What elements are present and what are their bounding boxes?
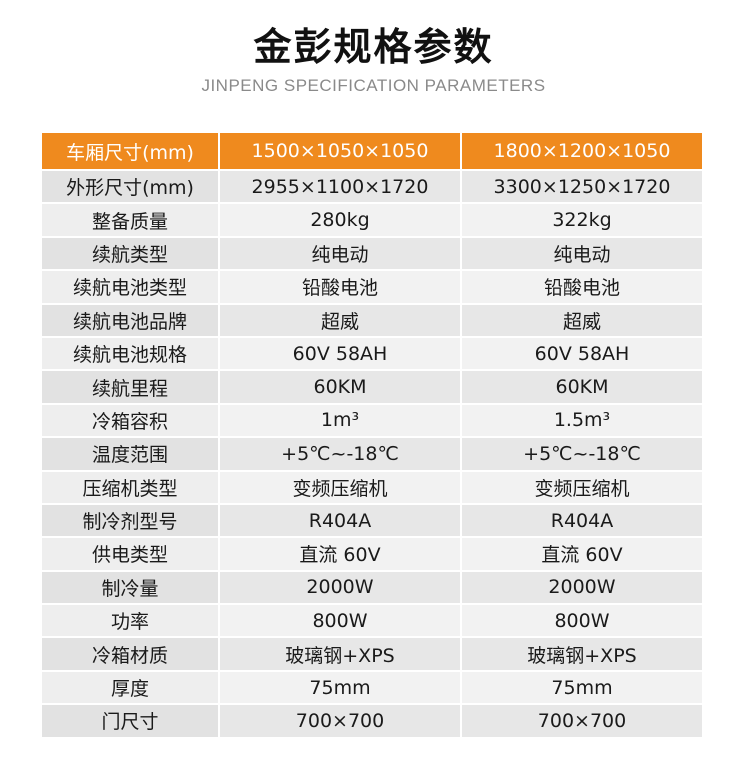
table-row: 续航电池品牌 超威 超威 [42,304,702,336]
row-value-model-1: 60V 58AH [220,337,460,370]
table-header-row: 车厢尺寸(mm) 1500×1050×1050 1800×1200×1050 [42,133,702,169]
row-value-model-1: 直流 60V [220,538,460,570]
row-value-model-2: 60V 58AH [462,337,702,370]
row-value-model-1: 280kg [220,204,460,236]
row-value-model-2: 纯电动 [462,237,702,270]
row-label-cell: 续航类型 [42,237,218,270]
row-value-model-2: 超威 [462,304,702,336]
row-value-model-2: +5℃~-18℃ [462,438,702,470]
table-row: 续航类型 纯电动 纯电动 [42,237,702,270]
table-row: 整备质量 280kg 322kg [42,204,702,236]
row-value-model-1: 玻璃钢+XPS [220,638,460,670]
table-row: 冷箱容积 1m³ 1.5m³ [42,404,702,437]
row-value-model-1: 变频压缩机 [220,471,460,503]
row-value-model-1: 800W [220,605,460,637]
table-body: 外形尺寸(mm) 2955×1100×1720 3300×1250×1720 整备质量… [42,171,702,737]
row-label-cell: 功率 [42,605,218,637]
row-value-model-1: 纯电动 [220,237,460,270]
row-label-cell: 续航电池类型 [42,271,218,303]
row-value-model-2: 铅酸电池 [462,271,702,303]
row-value-model-2: 800W [462,605,702,637]
row-label-cell: 供电类型 [42,538,218,570]
row-value-model-1: 700×700 [220,705,460,737]
row-value-model-2: 2000W [462,571,702,604]
row-label-cell: 门尺寸 [42,705,218,737]
row-label-cell: 制冷剂型号 [42,504,218,537]
page-subtitle: JINPENG SPECIFICATION PARAMETERS [201,76,546,95]
table-row: 功率 800W 800W [42,605,702,637]
row-label-cell: 冷箱容积 [42,404,218,437]
row-value-model-1: +5℃~-18℃ [220,438,460,470]
row-label-cell: 温度范围 [42,438,218,470]
row-value-model-2: 60KM [462,371,702,403]
row-label-cell: 厚度 [42,671,218,704]
spec-table: 车厢尺寸(mm) 1500×1050×1050 1800×1200×1050 外… [40,131,704,739]
row-value-model-2: 1.5m³ [462,404,702,437]
row-value-model-1: 铅酸电池 [220,271,460,303]
row-value-model-1: 60KM [220,371,460,403]
header-cell-model-2: 1800×1200×1050 [462,133,702,169]
header-cell-model-1: 1500×1050×1050 [220,133,460,169]
header-cell-label: 车厢尺寸(mm) [42,133,218,169]
row-value-model-1: 超威 [220,304,460,336]
table-row: 制冷剂型号 R404A R404A [42,504,702,537]
row-value-model-2: 3300×1250×1720 [462,171,702,203]
table-row: 压缩机类型 变频压缩机 变频压缩机 [42,471,702,503]
row-value-model-2: 变频压缩机 [462,471,702,503]
row-value-model-2: 700×700 [462,705,702,737]
table-row: 门尺寸 700×700 700×700 [42,705,702,737]
row-label-cell: 冷箱材质 [42,638,218,670]
row-value-model-2: 75mm [462,671,702,704]
table-row: 外形尺寸(mm) 2955×1100×1720 3300×1250×1720 [42,171,702,203]
page-title: 金彭规格参数 [253,25,494,69]
row-label-cell: 整备质量 [42,204,218,236]
row-value-model-1: 1m³ [220,404,460,437]
row-value-model-2: 直流 60V [462,538,702,570]
row-label-cell: 续航电池品牌 [42,304,218,336]
row-value-model-1: R404A [220,504,460,537]
row-value-model-2: 322kg [462,204,702,236]
row-label-cell: 续航里程 [42,371,218,403]
table-row: 续航里程 60KM 60KM [42,371,702,403]
table-row: 供电类型 直流 60V 直流 60V [42,538,702,570]
row-value-model-1: 2000W [220,571,460,604]
table-row: 续航电池类型 铅酸电池 铅酸电池 [42,271,702,303]
row-value-model-2: 玻璃钢+XPS [462,638,702,670]
table-row: 温度范围 +5℃~-18℃ +5℃~-18℃ [42,438,702,470]
row-value-model-2: R404A [462,504,702,537]
table-row: 续航电池规格 60V 58AH 60V 58AH [42,337,702,370]
row-label-cell: 续航电池规格 [42,337,218,370]
table-row: 厚度 75mm 75mm [42,671,702,704]
table-row: 冷箱材质 玻璃钢+XPS 玻璃钢+XPS [42,638,702,670]
table-row: 制冷量 2000W 2000W [42,571,702,604]
row-value-model-1: 2955×1100×1720 [220,171,460,203]
row-value-model-1: 75mm [220,671,460,704]
row-label-cell: 压缩机类型 [42,471,218,503]
row-label-cell: 外形尺寸(mm) [42,171,218,203]
row-label-cell: 制冷量 [42,571,218,604]
